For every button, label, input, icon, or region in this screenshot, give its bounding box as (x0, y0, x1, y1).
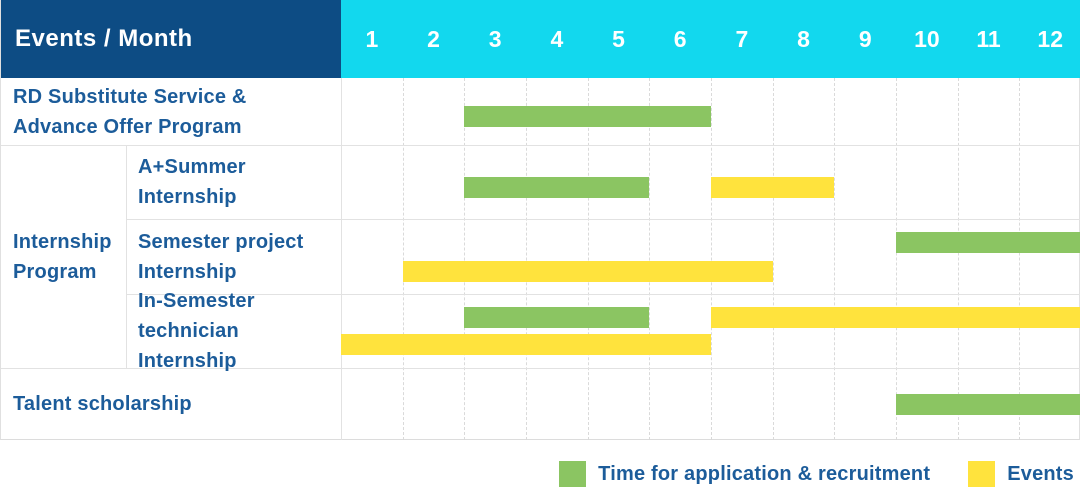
month-gridline (834, 78, 836, 440)
legend-entry-event: Events (968, 461, 1074, 487)
recruitment-swatch-icon (559, 461, 587, 487)
month-gridline (1019, 78, 1021, 440)
event-bar (402, 261, 773, 282)
group-label-internship-program: Internship Program (13, 230, 112, 283)
month-label: 4 (550, 25, 564, 52)
row-label-semester-project: Semester project Internship (138, 230, 304, 283)
month-label: 7 (735, 25, 749, 52)
event-bar (711, 307, 1080, 328)
header-corner-cell: Events / Month (1, 0, 341, 78)
row-divider (126, 294, 1080, 295)
row-divider (126, 219, 1080, 220)
row-label-a-plus-summer: A+Summer Internship (138, 156, 246, 208)
row-label-talent-scholarship: Talent scholarship (13, 393, 192, 415)
recruitment-bar (896, 232, 1080, 253)
row-label-rd-substitute: RD Substitute Service & Advance Offer Pr… (13, 85, 247, 138)
month-gridline (957, 78, 959, 440)
month-gridline (526, 78, 527, 440)
event-bar (341, 334, 711, 355)
row-divider (1, 368, 1080, 369)
month-header-row: 1 2 3 4 5 6 7 8 9 10 11 12 (341, 0, 1080, 78)
month-label: 6 (673, 25, 687, 52)
group-sublabel-divider (126, 145, 127, 368)
legend-label: Events (1007, 462, 1074, 485)
month-gridline (464, 78, 466, 440)
recruitment-bar (464, 177, 650, 198)
month-label: 5 (612, 25, 625, 52)
event-swatch-icon (968, 461, 996, 487)
legend-entry-recruitment: Time for application & recruitment (559, 461, 930, 487)
schedule-table: Events / Month 1 2 3 4 5 6 7 8 9 10 11 12 RD Substi… (0, 0, 1080, 440)
month-gridline (587, 78, 589, 440)
month-label: 2 (427, 25, 440, 52)
month-label: 8 (797, 25, 810, 52)
event-bar (711, 177, 835, 198)
month-label: 9 (858, 25, 872, 52)
month-gridline (649, 78, 651, 440)
month-gridline (896, 78, 897, 440)
month-label: 12 (1037, 25, 1064, 52)
header-corner-label: Events / Month (15, 25, 193, 52)
row-divider (1, 145, 1080, 146)
legend-label: Time for application & recruitment (598, 462, 931, 485)
month-gridline (772, 78, 774, 440)
recruitment-bar (464, 106, 711, 127)
month-label: 1 (365, 25, 379, 52)
month-label: 11 (976, 25, 1001, 52)
recruitment-bar (896, 394, 1080, 415)
month-label: 3 (488, 25, 502, 52)
month-label: 10 (914, 25, 940, 52)
recruitment-bar (464, 307, 650, 328)
month-gridline (711, 78, 712, 440)
label-chart-divider (341, 78, 342, 440)
month-gridline (402, 78, 404, 440)
row-label-in-semester-technician: In-Semester technician Internship (138, 290, 255, 372)
legend: Time for application & recruitment Events (535, 456, 1074, 492)
